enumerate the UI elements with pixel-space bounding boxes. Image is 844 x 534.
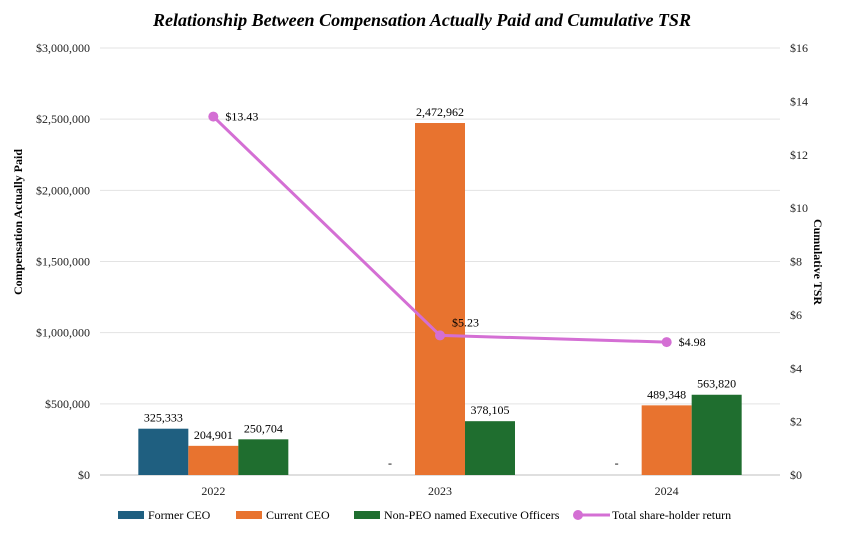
tsr-value-label: $4.98 [679, 335, 706, 349]
y-tick-label: $2,000,000 [36, 183, 90, 197]
y2-tick-label: $16 [790, 41, 808, 55]
y-tick-label: $1,000,000 [36, 326, 90, 340]
x-tick-label: 2022 [201, 484, 225, 498]
bar-value-label: 2,472,962 [416, 105, 464, 119]
bars [138, 123, 742, 475]
legend-label: Current CEO [266, 508, 330, 522]
y2-tick-label: $10 [790, 201, 808, 215]
tsr-point-2024 [661, 337, 672, 348]
y-tick-label: $0 [78, 468, 90, 482]
y-axis-ticks: $0 $500,000 $1,000,000 $1,500,000 $2,000,000… [36, 41, 90, 482]
bar-value-label: 204,901 [194, 428, 233, 442]
y2-tick-label: $8 [790, 255, 802, 269]
bar-empty-label: - [615, 456, 619, 470]
bar-current-ceo-2023 [415, 123, 465, 475]
y-tick-label: $2,500,000 [36, 112, 90, 126]
bar-current-ceo-2024 [641, 405, 692, 475]
y2-axis-ticks: $0 $2 $4 $6 $8 $10 $12 $14 $16 [790, 41, 808, 482]
bar-non-peo-named-executive-officers-2022 [238, 439, 289, 475]
tsr-point-2022 [208, 111, 219, 122]
y2-tick-label: $2 [790, 415, 802, 429]
y-tick-label: $500,000 [45, 397, 90, 411]
legend-swatch [118, 511, 144, 519]
bar-non-peo-named-executive-officers-2024 [691, 394, 742, 475]
bar-non-peo-named-executive-officers-2023 [465, 421, 515, 475]
legend-swatch [354, 511, 380, 519]
bar-former-ceo-2022 [138, 428, 189, 475]
legend-swatch [236, 511, 262, 519]
legend-label: Non-PEO named Executive Officers [384, 508, 560, 522]
bar-value-label: 378,105 [471, 403, 510, 417]
tsr-line [208, 111, 672, 348]
y-tick-label: $1,500,000 [36, 255, 90, 269]
y-tick-label: $3,000,000 [36, 41, 90, 55]
y2-tick-label: $12 [790, 148, 808, 162]
legend: Former CEO Current CEO Non-PEO named Execu… [118, 508, 731, 522]
y2-tick-label: $4 [790, 361, 802, 375]
chart-title: Relationship Between Compensation Actual… [152, 10, 691, 30]
tsr-point-2023 [435, 330, 445, 341]
bar-value-label: 563,820 [697, 377, 736, 391]
legend-label: Former CEO [148, 508, 211, 522]
bar-empty-label: - [388, 456, 392, 470]
y2-tick-label: $6 [790, 308, 802, 322]
bar-value-label: 250,704 [244, 421, 283, 435]
x-tick-label: 2023 [428, 484, 452, 498]
legend-label: Total share-holder return [612, 508, 731, 522]
tsr-value-label: $5.23 [452, 315, 479, 329]
bar-value-label: 325,333 [144, 411, 183, 425]
y2-tick-label: $14 [790, 94, 808, 108]
bar-value-label: 489,348 [647, 387, 686, 401]
tsr-value-label: $13.43 [225, 110, 258, 124]
data-labels: 325,333 - - 204,901 2,472,962 489,348 250,704 3… [144, 105, 736, 470]
bar-current-ceo-2022 [188, 445, 239, 475]
x-axis-ticks: 2022 2023 2024 [201, 484, 678, 498]
y-axis-title: Compensation Actually Paid [11, 149, 25, 295]
y2-tick-label: $0 [790, 468, 802, 482]
legend-marker [573, 510, 583, 520]
x-tick-label: 2024 [655, 484, 679, 498]
y2-axis-title: Cumulative TSR [811, 219, 825, 305]
